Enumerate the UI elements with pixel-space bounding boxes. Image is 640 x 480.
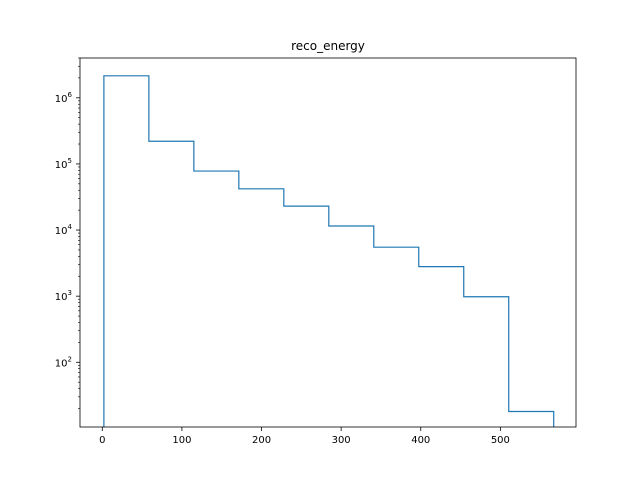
y-tick-label: 103 — [55, 289, 72, 303]
y-tick-label: 106 — [55, 91, 73, 105]
x-tick-label: 300 — [332, 435, 351, 446]
y-tick-label: 105 — [55, 157, 72, 171]
x-tick-label: 500 — [491, 435, 510, 446]
chart-title: reco_energy — [291, 39, 365, 53]
x-tick-label: 100 — [172, 435, 191, 446]
x-tick-label: 400 — [411, 435, 430, 446]
plot-area: 0 100 200 300 400 500 102 103 104 105 106 — [55, 57, 555, 446]
axes-frame — [79, 57, 577, 428]
y-tick-label: 102 — [55, 355, 72, 369]
histogram-step-line — [103, 75, 555, 427]
x-tick-label: 200 — [252, 435, 271, 446]
y-tick-label: 104 — [55, 223, 73, 237]
x-tick-label: 0 — [99, 435, 105, 446]
